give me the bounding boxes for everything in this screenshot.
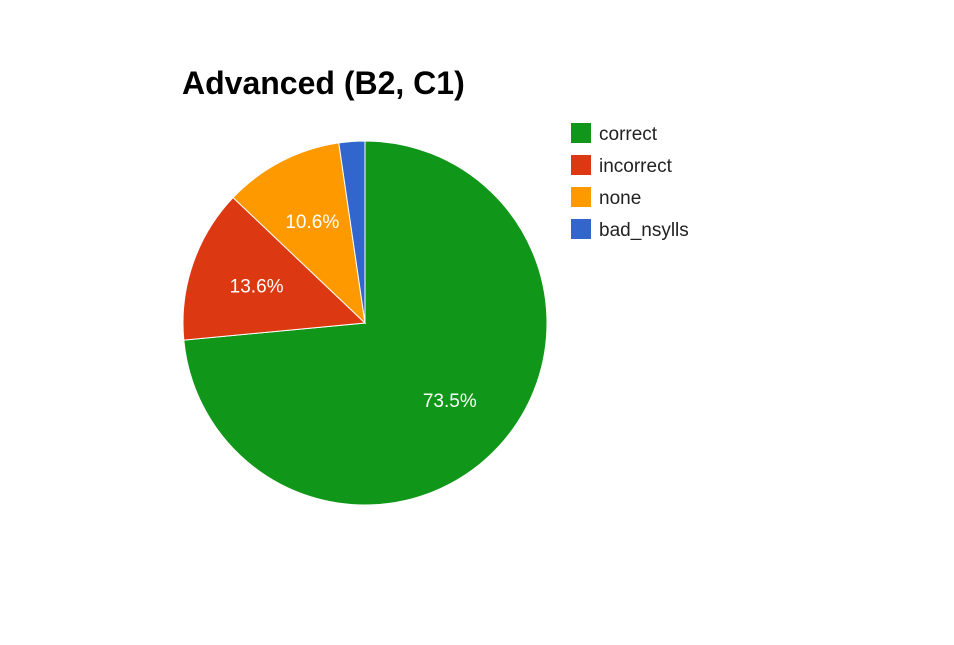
pie-slice-incorrect [182, 196, 367, 341]
legend-swatch-incorrect [571, 155, 591, 175]
legend-swatch-correct [571, 123, 591, 143]
slice-label-none: 10.6% [285, 212, 339, 233]
slice-label-correct: 73.5% [423, 391, 477, 412]
slice-labels: 73.5% 13.6% 10.6% [230, 212, 477, 412]
legend-swatch-bad-nsylls [571, 219, 591, 239]
slice-label-incorrect: 13.6% [230, 277, 284, 298]
pie-slice-none [232, 142, 366, 325]
legend-label-bad-nsylls: bad_nsylls [599, 220, 689, 241]
legend-swatch-none [571, 187, 591, 207]
legend: correct incorrect none bad_nsylls [571, 123, 689, 241]
pie-slices [182, 140, 548, 506]
legend-label-incorrect: incorrect [599, 156, 673, 177]
chart-title: Advanced (B2, C1) [182, 65, 465, 101]
legend-label-none: none [599, 188, 641, 209]
pie-slice-bad-nsylls [338, 140, 366, 324]
legend-label-correct: correct [599, 124, 658, 145]
